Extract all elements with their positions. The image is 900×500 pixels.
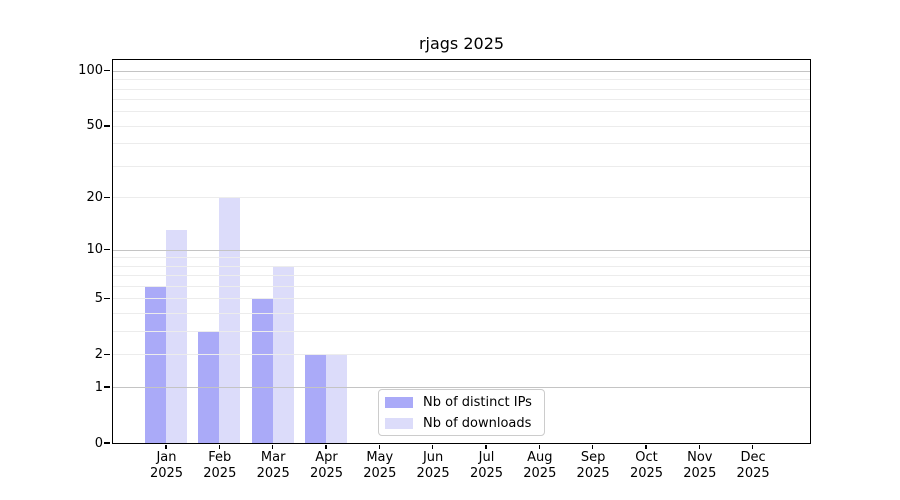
y-tick-mark-50: [104, 125, 110, 127]
gridline-y-6: [113, 286, 810, 287]
gridline-y-100: [113, 70, 810, 72]
bar-nb-of-downloads-jan: [166, 230, 187, 443]
gridline-y-60: [113, 111, 810, 113]
x-tick-label-mar: Mar 2025: [256, 450, 290, 481]
bar-nb-of-distinct-ips-mar: [251, 298, 273, 443]
plot-area: [104, 58, 811, 449]
x-tick-label-sep: Sep 2025: [576, 450, 610, 481]
x-tick-label-jul: Jul 2025: [469, 450, 504, 481]
x-tick-mark-jul: [485, 444, 487, 449]
bar-nb-of-distinct-ips-jan: [145, 286, 166, 443]
x-tick-mark-nov: [698, 444, 700, 449]
gridline-y-70: [113, 99, 810, 101]
y-tick-label-20: 20: [86, 189, 103, 205]
x-tick-label-jun: Jun 2025: [416, 450, 450, 481]
x-tick-mark-jan: [165, 444, 167, 449]
legend-label: Nb of distinct IPs: [423, 394, 532, 410]
x-tick-mark-sep: [591, 444, 594, 449]
legend-swatch-nb-of-downloads: [385, 417, 413, 429]
x-tick-label-dec: Dec 2025: [736, 450, 770, 481]
bar-nb-of-downloads-apr: [325, 354, 347, 443]
x-tick-mark-apr: [325, 444, 327, 449]
y-tick-label-50: 50: [86, 118, 103, 134]
y-tick-mark-1: [104, 386, 110, 388]
x-tick-mark-feb: [218, 444, 221, 449]
gridline-y-90: [113, 79, 810, 81]
bar-nb-of-distinct-ips-apr: [304, 354, 326, 443]
y-tick-label-10: 10: [86, 242, 103, 257]
x-tick-label-feb: Feb 2025: [203, 450, 237, 481]
legend-row: Nb of distinct IPs: [385, 393, 538, 411]
y-tick-mark-100: [104, 69, 110, 72]
x-tick-label-aug: Aug 2025: [523, 450, 557, 481]
x-tick-mark-may: [378, 444, 381, 449]
gridline-y-5: [113, 298, 810, 300]
gridline-y-30: [113, 166, 810, 167]
gridline-y-50: [113, 125, 810, 127]
legend-row: Nb of downloads: [385, 414, 538, 432]
y-tick-label-2: 2: [94, 346, 103, 362]
y-tick-mark-10: [104, 248, 110, 251]
y-tick-mark-2: [104, 353, 110, 356]
legend-label: Nb of downloads: [423, 415, 532, 431]
gridline-y-9: [113, 257, 810, 259]
gridline-y-8: [113, 265, 810, 267]
x-tick-label-oct: Oct 2025: [629, 450, 664, 481]
x-tick-label-may: May 2025: [363, 450, 397, 481]
legend: Nb of distinct IPs Nb of downloads: [378, 389, 545, 436]
legend-swatch-nb-of-distinct-ips: [385, 396, 413, 408]
gridline-y-1: [113, 387, 810, 389]
gridline-y-10: [113, 249, 810, 251]
x-tick-mark-mar: [271, 444, 274, 449]
bar-nb-of-downloads-mar: [272, 265, 294, 443]
x-tick-label-jan: Jan 2025: [149, 450, 184, 481]
gridline-y-3: [113, 331, 810, 333]
y-tick-mark-5: [104, 297, 110, 300]
gridline-y-20: [113, 197, 810, 199]
x-tick-label-apr: Apr 2025: [309, 450, 344, 481]
gridline-y-2: [113, 354, 810, 356]
x-tick-mark-dec: [751, 444, 754, 449]
x-tick-mark-oct: [645, 444, 647, 449]
bar-nb-of-downloads-feb: [219, 197, 241, 443]
y-tick-mark-20: [104, 196, 110, 199]
chart-title: rjags 2025: [418, 34, 505, 53]
y-tick-label-0: 0: [94, 435, 103, 451]
y-tick-label-5: 5: [94, 290, 103, 306]
y-tick-mark-0: [104, 442, 110, 444]
x-tick-mark-aug: [538, 444, 541, 449]
gridline-y-4: [113, 313, 810, 315]
x-tick-mark-jun: [431, 444, 434, 449]
y-tick-label-100: 100: [78, 63, 103, 79]
y-tick-label-1: 1: [94, 379, 103, 395]
x-tick-label-nov: Nov 2025: [683, 450, 717, 481]
gridline-y-80: [113, 88, 810, 90]
gridline-y-7: [113, 275, 810, 277]
gridline-y-40: [113, 143, 810, 145]
